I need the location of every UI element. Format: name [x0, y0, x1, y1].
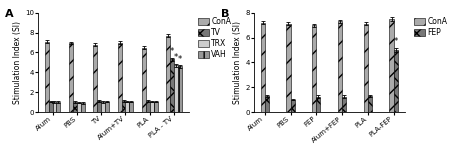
Bar — [338, 21, 342, 112]
Bar — [118, 43, 121, 112]
Bar — [312, 25, 316, 112]
Bar — [178, 66, 182, 112]
Text: *: * — [178, 55, 182, 64]
Bar — [146, 101, 150, 112]
Y-axis label: Stimulation Index (SI): Stimulation Index (SI) — [233, 21, 242, 104]
Bar — [316, 96, 320, 112]
Text: A: A — [5, 9, 13, 19]
Bar — [73, 102, 77, 112]
Bar — [53, 102, 56, 112]
Bar — [93, 44, 97, 112]
Bar — [77, 103, 81, 112]
Text: *: * — [393, 37, 398, 46]
Bar — [154, 102, 157, 112]
Y-axis label: Stimulation Index (SI): Stimulation Index (SI) — [13, 21, 22, 104]
Bar — [69, 43, 73, 112]
Bar — [368, 96, 372, 112]
Text: *: * — [170, 48, 174, 56]
Legend: ConA, FEP: ConA, FEP — [413, 17, 448, 38]
Bar — [56, 102, 60, 112]
Bar — [49, 102, 53, 112]
Bar — [170, 59, 174, 112]
Bar — [101, 102, 105, 112]
Bar — [286, 24, 291, 112]
Bar — [150, 102, 154, 112]
Bar — [129, 102, 133, 112]
Bar — [342, 96, 346, 112]
Bar — [390, 19, 393, 112]
Bar — [291, 100, 295, 112]
Bar — [364, 24, 368, 112]
Bar — [261, 23, 265, 112]
Bar — [97, 101, 101, 112]
Bar — [121, 101, 126, 112]
Text: B: B — [220, 9, 229, 19]
Bar — [142, 48, 146, 112]
Bar — [45, 42, 49, 112]
Bar — [265, 96, 269, 112]
Legend: ConA, TV, TRX, VAH: ConA, TV, TRX, VAH — [198, 17, 232, 60]
Text: *: * — [174, 53, 178, 62]
Bar — [81, 103, 85, 112]
Bar — [105, 102, 109, 112]
Bar — [393, 50, 398, 112]
Bar — [126, 102, 129, 112]
Bar — [174, 65, 178, 112]
Bar — [166, 36, 170, 112]
